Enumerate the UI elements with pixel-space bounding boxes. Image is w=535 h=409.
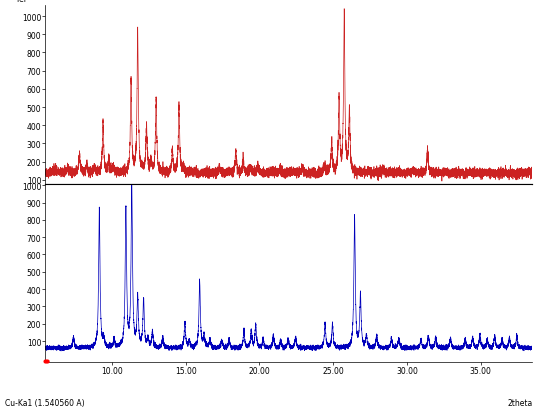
- Text: 2theta: 2theta: [507, 398, 532, 407]
- Text: Cu-Ka1 (1.540560 A): Cu-Ka1 (1.540560 A): [5, 398, 85, 407]
- Text: rel: rel: [16, 0, 26, 4]
